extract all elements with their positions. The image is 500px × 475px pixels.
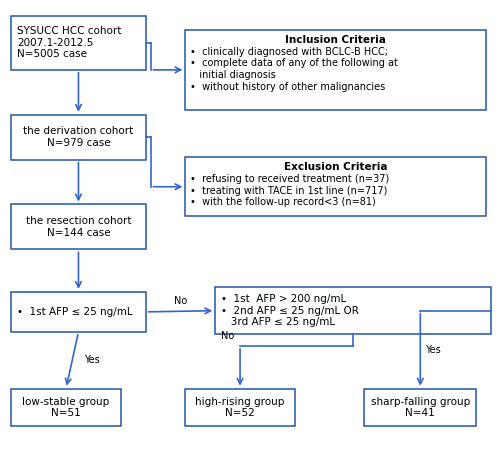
FancyBboxPatch shape xyxy=(215,287,491,334)
Text: SYSUCC HCC cohort
2007.1-2012.5
N=5005 case: SYSUCC HCC cohort 2007.1-2012.5 N=5005 c… xyxy=(18,26,122,59)
FancyBboxPatch shape xyxy=(186,389,295,427)
Text: •  1st  AFP > 200 ng/mL
•  2nd AFP ≤ 25 ng/mL OR
   3rd AFP ≤ 25 ng/mL: • 1st AFP > 200 ng/mL • 2nd AFP ≤ 25 ng/… xyxy=(221,294,359,327)
FancyBboxPatch shape xyxy=(12,389,120,427)
FancyBboxPatch shape xyxy=(186,30,486,110)
Text: •  1st AFP ≤ 25 ng/mL: • 1st AFP ≤ 25 ng/mL xyxy=(18,307,133,317)
FancyBboxPatch shape xyxy=(12,16,145,70)
Text: Yes: Yes xyxy=(84,355,100,365)
Text: Exclusion Criteria: Exclusion Criteria xyxy=(284,162,388,172)
Text: sharp-falling group
N=41: sharp-falling group N=41 xyxy=(370,397,470,418)
Text: Yes: Yes xyxy=(426,345,441,355)
FancyBboxPatch shape xyxy=(364,389,476,427)
FancyBboxPatch shape xyxy=(186,157,486,216)
FancyBboxPatch shape xyxy=(12,292,145,332)
FancyBboxPatch shape xyxy=(12,115,145,160)
Text: the derivation cohort
N=979 case: the derivation cohort N=979 case xyxy=(24,126,134,148)
Text: Inclusion Criteria: Inclusion Criteria xyxy=(286,35,386,45)
Text: No: No xyxy=(174,296,187,306)
Text: high-rising group
N=52: high-rising group N=52 xyxy=(196,397,284,418)
Text: low-stable group
N=51: low-stable group N=51 xyxy=(22,397,110,418)
Text: No: No xyxy=(221,332,234,342)
Text: the resection cohort
N=144 case: the resection cohort N=144 case xyxy=(26,216,131,238)
Text: •  refusing to received treatment (n=37)
•  treating with TACE in 1st line (n=71: • refusing to received treatment (n=37) … xyxy=(190,174,390,208)
Text: •  clinically diagnosed with BCLC-B HCC;
•  complete data of any of the followin: • clinically diagnosed with BCLC-B HCC; … xyxy=(190,47,398,92)
FancyBboxPatch shape xyxy=(12,204,145,249)
